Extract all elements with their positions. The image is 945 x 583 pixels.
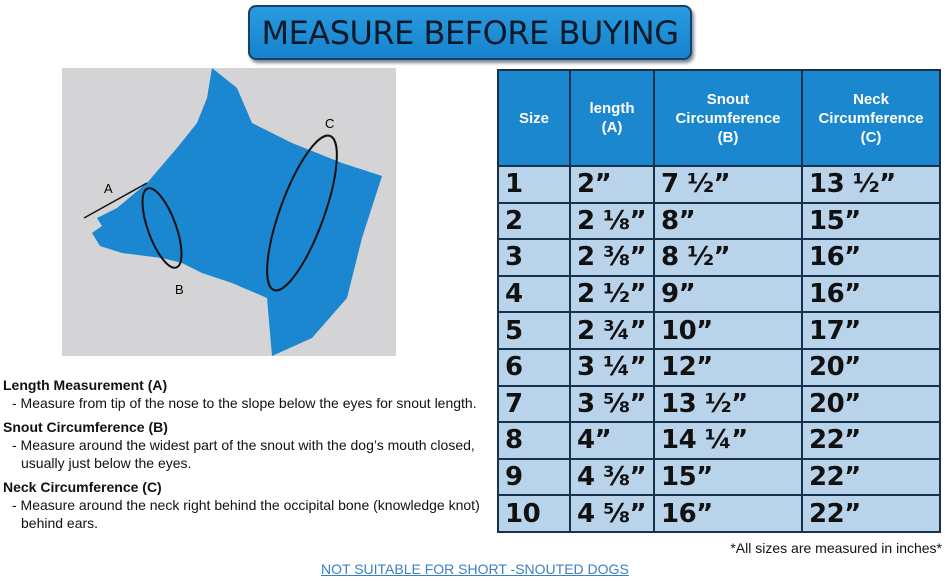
page-title: MEASURE BEFORE BUYING [261,13,679,52]
snout-loop [141,187,183,269]
table-cell: 22” [801,457,941,497]
table-cell: 2 ¾” [569,311,655,350]
column-header-line: Neck [853,90,889,108]
note-heading-snout: Snout Circumference (B) [3,419,168,435]
table-cell: 4 ⅜” [569,457,655,497]
table-cell: 15” [801,201,941,241]
table-cell: 22” [801,494,941,533]
table-cell: 16” [653,494,803,533]
table-cell: 10 [497,494,571,533]
length-arrow [83,182,148,219]
table-cell: 16” [801,274,941,314]
table-cell: 20” [801,347,941,387]
table-cell: 7 [497,384,571,424]
table-cell: 14 ¼” [653,421,803,460]
label-c: C [325,116,334,131]
table-cell: 1 [497,165,571,204]
table-cell: 7 ½” [653,165,803,204]
table-cell: 4 ⅝” [569,494,655,533]
table-cell: 13 ½” [653,384,803,424]
table-cell: 12” [653,347,803,387]
column-header: length (A) [569,69,655,167]
column-header: Neck Circumference (C) [801,69,941,167]
dog-silhouette [92,68,382,356]
table-cell: 3 ¼” [569,347,655,387]
note-text-neck: - Measure around the neck right behind t… [12,497,480,531]
table-cell: 6 [497,347,571,387]
table-cell: 13 ½” [801,165,941,204]
label-b: B [175,282,184,297]
column-header-line: Circumference [818,109,924,127]
column-header: Snout Circumference (B) [653,69,803,167]
table-cell: 2 ⅜” [569,238,655,277]
table-cell: 9” [653,274,803,314]
note-text-length: - Measure from tip of the nose to the sl… [12,395,477,411]
column-header-line: (A) [601,119,623,136]
label-a: A [104,181,113,196]
table-row: 10 4 ⅝” 16” 22” [497,494,941,533]
table-cell: 9 [497,457,571,497]
table-cell: 22” [801,421,941,460]
column-header-line: Snout [706,90,750,108]
table-cell: 2 [497,201,571,241]
dog-measurement-diagram: A B C [62,68,396,356]
dog-head-illustration: A B C [83,68,382,356]
units-footnote: *All sizes are measured in inches* [730,540,942,556]
table-header-row: Size length (A) Snout Circumference (B) Neck Ci… [497,69,941,167]
table-cell: 2” [569,165,655,204]
note-heading-length: Length Measurement (A) [3,377,168,393]
table-cell: 3 [497,238,571,277]
table-cell: 15” [653,457,803,497]
note-heading-neck: Neck Circumference (C) [3,479,162,495]
neck-loop [266,134,338,292]
table-cell: 4 [497,274,571,314]
table-cell: 4” [569,421,655,460]
measurement-notes: Length Measurement (A) - Measure from ti… [3,376,493,538]
table-cell: 3 ⅝” [569,384,655,424]
table-cell: 8” [653,201,803,241]
table-cell: 17” [801,311,941,350]
column-header: Size [497,69,571,167]
table-cell: 5 [497,311,571,350]
table-cell: 16” [801,238,941,277]
short-snout-warning-link[interactable]: NOT SUITABLE FOR SHORT -SNOUTED DOGS [321,561,629,577]
table-cell: 2 ½” [569,274,655,314]
table-cell: 10” [653,311,803,350]
table-cell: 8 ½” [653,238,803,277]
column-header-line: Circumference [675,109,781,127]
table-row: 8 4” 14 ¼” 22” [497,421,941,460]
column-header-line: length [589,100,635,117]
column-header-line: (C) [860,128,882,146]
size-chart-table: Size length (A) Snout Circumference (B) Neck Ci… [497,69,941,533]
table-cell: 20” [801,384,941,424]
note-text-snout: - Measure around the widest part of the … [12,437,475,471]
column-header-line: (B) [717,128,739,146]
column-header-line: Size [518,109,549,127]
title-banner: MEASURE BEFORE BUYING [248,5,692,60]
table-row: 1 2” 7 ½” 13 ½” [497,165,941,204]
table-cell: 2 ⅛” [569,201,655,241]
table-cell: 8 [497,421,571,460]
